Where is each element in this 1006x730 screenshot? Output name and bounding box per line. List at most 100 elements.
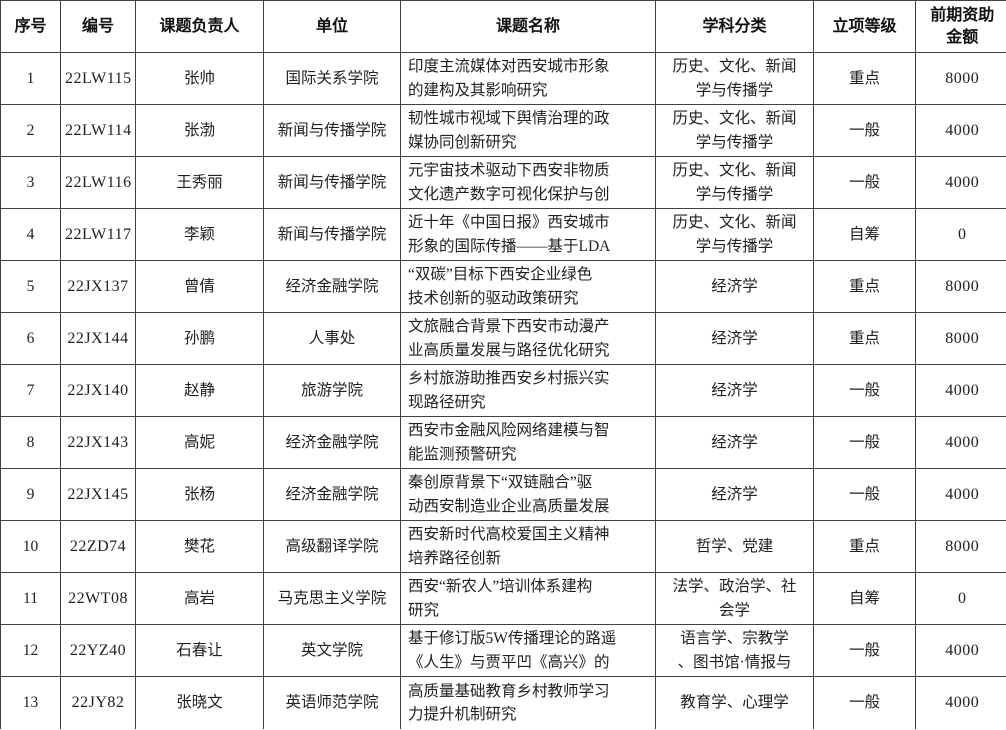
cell-subject: 历史、文化、新闻 学与传播学 bbox=[655, 52, 814, 105]
cell-no: 13 bbox=[0, 676, 61, 729]
cell-unit: 人事处 bbox=[263, 312, 401, 365]
header-project-code: 编号 bbox=[60, 0, 136, 53]
cell-unit: 经济金融学院 bbox=[263, 416, 401, 469]
table-row: 7 22JX140 赵静 旅游学院 乡村旅游助推西安乡村振兴实 现路径研究 经济学 一般 40… bbox=[0, 364, 1006, 417]
cell-unit: 新闻与传播学院 bbox=[263, 104, 401, 157]
cell-unit: 国际关系学院 bbox=[263, 52, 401, 105]
cell-unit: 新闻与传播学院 bbox=[263, 208, 401, 261]
table-row: 9 22JX145 张杨 经济金融学院 秦创原背景下“双链融合”驱 动西安制造业企业高质… bbox=[0, 468, 1006, 521]
cell-leader: 张杨 bbox=[135, 468, 264, 521]
cell-title: “双碳”目标下西安企业绿色 技术创新的驱动政策研究 bbox=[400, 260, 656, 313]
cell-amount: 8000 bbox=[915, 312, 1006, 365]
cell-title: 高质量基础教育乡村教师学习 力提升机制研究 bbox=[400, 676, 656, 729]
table-header: 序号 编号 课题负责人 单位 课题名称 学科分类 立项等级 前期资助 金额 bbox=[0, 0, 1006, 53]
cell-unit: 经济金融学院 bbox=[263, 468, 401, 521]
cell-code: 22JY82 bbox=[60, 676, 136, 729]
cell-code: 22ZD74 bbox=[60, 520, 136, 573]
cell-unit: 英语师范学院 bbox=[263, 676, 401, 729]
cell-title: 西安新时代高校爱国主义精神 培养路径创新 bbox=[400, 520, 656, 573]
cell-code: 22LW117 bbox=[60, 208, 136, 261]
cell-unit: 旅游学院 bbox=[263, 364, 401, 417]
cell-subject: 教育学、心理学 bbox=[655, 676, 814, 729]
cell-subject: 经济学 bbox=[655, 468, 814, 521]
cell-code: 22YZ40 bbox=[60, 624, 136, 677]
cell-title: 文旅融合背景下西安市动漫产 业高质量发展与路径优化研究 bbox=[400, 312, 656, 365]
cell-amount: 8000 bbox=[915, 52, 1006, 105]
cell-no: 6 bbox=[0, 312, 61, 365]
table-row: 5 22JX137 曾倩 经济金融学院 “双碳”目标下西安企业绿色 技术创新的驱动政策研… bbox=[0, 260, 1006, 313]
cell-no: 9 bbox=[0, 468, 61, 521]
header-subject-category: 学科分类 bbox=[655, 0, 814, 53]
cell-leader: 张渤 bbox=[135, 104, 264, 157]
cell-no: 3 bbox=[0, 156, 61, 209]
cell-code: 22JX143 bbox=[60, 416, 136, 469]
cell-grade: 自筹 bbox=[813, 572, 916, 625]
cell-no: 8 bbox=[0, 416, 61, 469]
cell-grade: 一般 bbox=[813, 104, 916, 157]
cell-leader: 赵静 bbox=[135, 364, 264, 417]
cell-amount: 0 bbox=[915, 572, 1006, 625]
cell-code: 22LW116 bbox=[60, 156, 136, 209]
table-row: 2 22LW114 张渤 新闻与传播学院 韧性城市视域下舆情治理的政 媒协同创新研究 历史… bbox=[0, 104, 1006, 157]
cell-amount: 4000 bbox=[915, 676, 1006, 729]
table-row: 12 22YZ40 石春让 英文学院 基于修订版5W传播理论的路遥 《人生》与贾平凹《高… bbox=[0, 624, 1006, 677]
cell-title: 西安市金融风险网络建模与智 能监测预警研究 bbox=[400, 416, 656, 469]
cell-subject: 经济学 bbox=[655, 416, 814, 469]
header-unit: 单位 bbox=[263, 0, 401, 53]
cell-unit: 英文学院 bbox=[263, 624, 401, 677]
cell-no: 4 bbox=[0, 208, 61, 261]
cell-amount: 4000 bbox=[915, 156, 1006, 209]
cell-grade: 一般 bbox=[813, 156, 916, 209]
cell-no: 10 bbox=[0, 520, 61, 573]
cell-subject: 历史、文化、新闻 学与传播学 bbox=[655, 104, 814, 157]
cell-leader: 张晓文 bbox=[135, 676, 264, 729]
cell-grade: 重点 bbox=[813, 52, 916, 105]
cell-title: 西安“新农人”培训体系建构 研究 bbox=[400, 572, 656, 625]
cell-unit: 新闻与传播学院 bbox=[263, 156, 401, 209]
cell-title: 近十年《中国日报》西安城市 形象的国际传播——基于LDA bbox=[400, 208, 656, 261]
cell-no: 1 bbox=[0, 52, 61, 105]
cell-leader: 孙鹏 bbox=[135, 312, 264, 365]
table-row: 10 22ZD74 樊花 高级翻译学院 西安新时代高校爱国主义精神 培养路径创新 哲学、党… bbox=[0, 520, 1006, 573]
header-serial-number: 序号 bbox=[0, 0, 61, 53]
cell-no: 7 bbox=[0, 364, 61, 417]
table-row: 6 22JX144 孙鹏 人事处 文旅融合背景下西安市动漫产 业高质量发展与路径优化研究… bbox=[0, 312, 1006, 365]
cell-grade: 一般 bbox=[813, 364, 916, 417]
cell-grade: 一般 bbox=[813, 416, 916, 469]
cell-code: 22LW115 bbox=[60, 52, 136, 105]
cell-unit: 马克思主义学院 bbox=[263, 572, 401, 625]
table-row: 8 22JX143 高妮 经济金融学院 西安市金融风险网络建模与智 能监测预警研究 经济学… bbox=[0, 416, 1006, 469]
header-project-title: 课题名称 bbox=[400, 0, 656, 53]
cell-code: 22JX137 bbox=[60, 260, 136, 313]
cell-leader: 高岩 bbox=[135, 572, 264, 625]
cell-amount: 4000 bbox=[915, 416, 1006, 469]
cell-no: 12 bbox=[0, 624, 61, 677]
cell-unit: 经济金融学院 bbox=[263, 260, 401, 313]
table-row: 4 22LW117 李颖 新闻与传播学院 近十年《中国日报》西安城市 形象的国际传播——… bbox=[0, 208, 1006, 261]
cell-leader: 曾倩 bbox=[135, 260, 264, 313]
cell-title: 印度主流媒体对西安城市形象 的建构及其影响研究 bbox=[400, 52, 656, 105]
cell-grade: 一般 bbox=[813, 676, 916, 729]
cell-title: 元宇宙技术驱动下西安非物质 文化遗产数字可视化保护与创 bbox=[400, 156, 656, 209]
cell-grade: 自筹 bbox=[813, 208, 916, 261]
cell-leader: 高妮 bbox=[135, 416, 264, 469]
cell-subject: 法学、政治学、社 会学 bbox=[655, 572, 814, 625]
header-project-leader: 课题负责人 bbox=[135, 0, 264, 53]
cell-amount: 0 bbox=[915, 208, 1006, 261]
cell-amount: 4000 bbox=[915, 468, 1006, 521]
table-row: 3 22LW116 王秀丽 新闻与传播学院 元宇宙技术驱动下西安非物质 文化遗产数字可视… bbox=[0, 156, 1006, 209]
cell-code: 22JX140 bbox=[60, 364, 136, 417]
cell-title: 秦创原背景下“双链融合”驱 动西安制造业企业高质量发展 bbox=[400, 468, 656, 521]
cell-grade: 重点 bbox=[813, 520, 916, 573]
cell-leader: 张帅 bbox=[135, 52, 264, 105]
cell-no: 11 bbox=[0, 572, 61, 625]
cell-title: 乡村旅游助推西安乡村振兴实 现路径研究 bbox=[400, 364, 656, 417]
cell-leader: 李颖 bbox=[135, 208, 264, 261]
cell-subject: 经济学 bbox=[655, 364, 814, 417]
cell-grade: 重点 bbox=[813, 312, 916, 365]
cell-subject: 经济学 bbox=[655, 312, 814, 365]
cell-subject: 经济学 bbox=[655, 260, 814, 313]
cell-unit: 高级翻译学院 bbox=[263, 520, 401, 573]
table-row: 11 22WT08 高岩 马克思主义学院 西安“新农人”培训体系建构 研究 法学、政治学、… bbox=[0, 572, 1006, 625]
